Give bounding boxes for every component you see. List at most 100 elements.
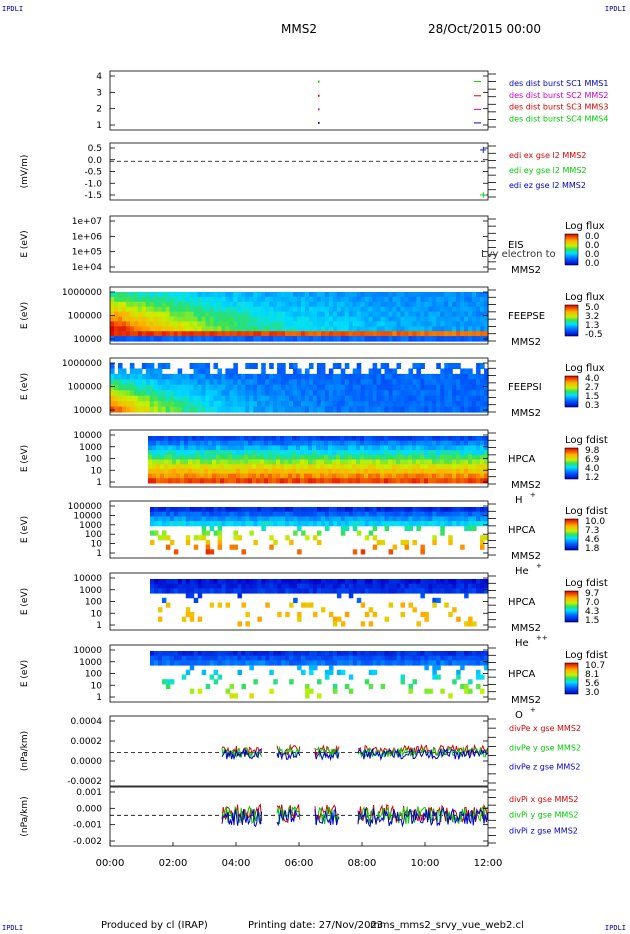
spectrogram-cell [172, 450, 177, 456]
spectrogram-cell [141, 331, 147, 337]
spectrogram-cell [312, 468, 317, 475]
spectrogram-cell [129, 373, 135, 380]
spectrogram-cell [480, 331, 485, 337]
spectrogram-cell [257, 507, 262, 513]
colorbar-tick-label: 9.7 [585, 589, 599, 599]
spectrogram-cell [150, 521, 155, 527]
spectrogram-cell [249, 316, 254, 322]
spectrogram-cell [133, 321, 139, 327]
spectrogram-cell [184, 473, 189, 479]
spectrogram-cell [328, 611, 334, 618]
spectrogram-cell [121, 379, 127, 386]
spectrogram-cell [428, 473, 433, 479]
spectrogram-cell [396, 379, 402, 386]
spectrogram-cell [180, 464, 185, 470]
spectrogram-cell [436, 516, 441, 522]
spectrogram-cell [185, 516, 191, 522]
spectrogram-cell [428, 507, 433, 513]
spectrogram-cell [261, 395, 266, 402]
spectrogram-cell [380, 445, 385, 451]
spectrogram-cell [480, 516, 485, 522]
spectrogram-cell [332, 583, 338, 589]
spectrogram-cell [269, 588, 274, 594]
spectrogram-cell [448, 326, 453, 332]
spectrogram-cell [201, 292, 207, 298]
spectrogram-cell [193, 507, 199, 513]
spectrogram-cell [432, 384, 437, 391]
spectrogram-cell [261, 326, 266, 332]
spectrogram-cell [484, 450, 489, 456]
spectrogram-cell [380, 454, 385, 460]
spectrogram-cell [408, 296, 413, 303]
spectrogram-cell [420, 579, 425, 585]
spectrogram-cell [436, 468, 441, 475]
spectrogram-cell [137, 326, 143, 332]
spectrogram-cell [432, 651, 437, 657]
spectrogram-cell [201, 336, 207, 342]
spectrogram-cell [400, 468, 405, 475]
spectrogram-cell [420, 660, 425, 666]
spectrogram-cell [181, 516, 187, 522]
spectrogram-cell [332, 436, 337, 442]
spectrogram-cell [233, 544, 238, 550]
spectrogram-cell [428, 440, 433, 446]
spectrogram-cell [308, 301, 314, 308]
spectrogram-cell [428, 395, 433, 402]
spectrogram-cell [404, 539, 409, 546]
spectrogram-cell [276, 436, 281, 442]
spectrogram-cell [456, 301, 461, 308]
spectrogram-cell [444, 588, 449, 594]
spectrogram-cell [428, 516, 433, 522]
spectrogram-cell [460, 306, 465, 313]
spectrogram-cell [281, 373, 286, 380]
spectrogram-cell [460, 326, 465, 332]
spectrogram-cell [297, 316, 302, 322]
spectrogram-cell [133, 306, 139, 313]
spectrogram-cell [416, 321, 421, 327]
spectrogram-cell [336, 579, 342, 585]
spectrogram-cell [157, 616, 163, 622]
spectrogram-cell [460, 316, 465, 322]
spectrogram-cell [221, 660, 227, 666]
spectrogram-cell [249, 363, 254, 370]
spectrogram-cell [292, 436, 297, 442]
spectrogram-cell [249, 406, 254, 413]
spectrogram-cell [420, 321, 425, 327]
spectrogram-cell [225, 316, 230, 322]
spectrogram-cell [468, 379, 473, 386]
spectrogram-cell [468, 679, 473, 685]
spectrogram-cell [201, 588, 207, 594]
spectrogram-cell [241, 326, 246, 332]
spectrogram-cell [156, 478, 161, 484]
spectrogram-cell [408, 292, 413, 298]
spectrogram-cell [217, 311, 223, 318]
spectrogram-cell [408, 468, 413, 475]
spectrogram-cell [448, 390, 453, 397]
spectrogram-cell [476, 363, 481, 370]
spectrogram-cell [269, 311, 274, 318]
spectrogram-cell [332, 390, 338, 397]
spectrogram-cell [428, 588, 433, 594]
spectrogram-cell [161, 583, 167, 589]
spectrogram-cell [472, 454, 477, 460]
spectrogram-cell [164, 436, 169, 442]
spectrogram-cell [400, 511, 405, 517]
spectrogram-cell [181, 588, 187, 594]
spectrogram-cell [121, 311, 127, 318]
spectrogram-cell [253, 516, 258, 522]
spectrogram-cell [193, 401, 199, 408]
spectrogram-cell [148, 473, 153, 479]
spectrogram-cell [241, 549, 246, 555]
spectrogram-cell [412, 511, 417, 517]
spectrogram-cell [161, 373, 167, 380]
spectrogram-cell [440, 660, 445, 666]
spectrogram-cell [400, 679, 405, 685]
spectrogram-cell [388, 384, 394, 391]
spectrogram-cell [320, 655, 326, 661]
spectrogram-cell [364, 454, 369, 460]
spectrogram-cell [368, 660, 374, 666]
spectrogram-cell [420, 454, 425, 460]
spectrogram-cell [484, 292, 489, 298]
spectrogram-cell [428, 321, 433, 327]
spacecraft-label: MMS2 [511, 551, 541, 562]
